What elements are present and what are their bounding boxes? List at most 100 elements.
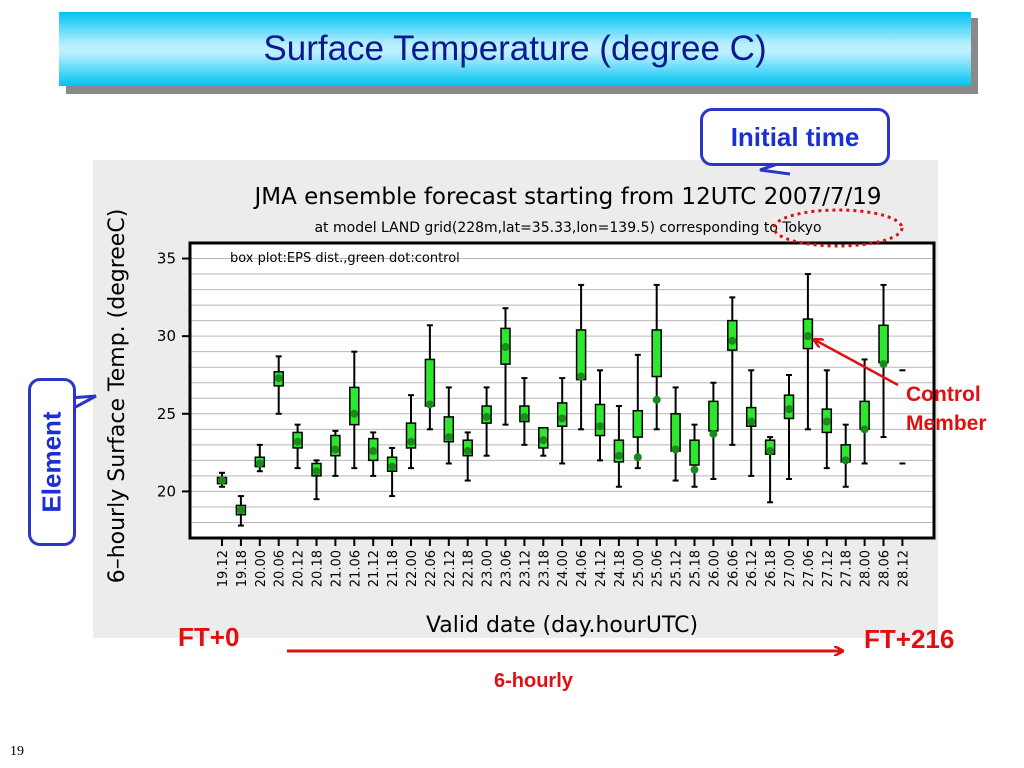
x-tick-label: 26.00 (707, 550, 722, 587)
x-tick-label: 21.12 (367, 550, 382, 587)
x-tick-label: 22.00 (405, 550, 420, 587)
tokyo-highlight-ellipse (772, 208, 904, 248)
x-axis-label: Valid date (day.hourUTC) (426, 613, 698, 638)
ensemble-box (651, 329, 662, 378)
element-label: Element (36, 411, 67, 513)
y-tick-label: 25 (157, 405, 176, 423)
control-dot (879, 360, 888, 369)
x-tick-label: 20.06 (273, 550, 288, 587)
x-tick-label: 19.12 (216, 550, 231, 587)
x-tick-label: 28.00 (859, 550, 874, 587)
ensemble-box (708, 400, 719, 432)
control-dot (539, 436, 548, 445)
control-dot (614, 451, 623, 460)
control-dot (803, 332, 812, 341)
x-tick-label: 25.00 (632, 550, 647, 587)
x-tick-label: 24.18 (613, 550, 628, 587)
ensemble-box (878, 324, 889, 364)
y-axis: 20 25 30 35 (157, 250, 190, 500)
ensemble-box (632, 409, 644, 438)
control-dot (709, 429, 718, 438)
ensemble-box (594, 403, 606, 437)
interval-label: 6-hourly (494, 670, 573, 692)
element-callout-pointer (69, 394, 97, 412)
ensemble-box (575, 329, 587, 381)
initial-time-label: Initial time (730, 121, 860, 152)
control-dot (407, 437, 415, 446)
x-tick-label: 20.00 (254, 550, 269, 587)
slide-title-banner: Surface Temperature (degree C) (59, 12, 971, 86)
control-dot (860, 425, 869, 434)
x-tick-label: 20.18 (311, 550, 326, 587)
control-dot (293, 437, 302, 446)
control-dot (463, 447, 472, 456)
control-dot (728, 336, 737, 345)
control-dot (596, 422, 604, 431)
ensemble-box (443, 416, 455, 443)
x-tick-label: 28.06 (878, 550, 893, 587)
x-tick-label: 27.18 (840, 550, 855, 587)
control-dot (841, 456, 850, 465)
y-tick-label: 20 (157, 482, 176, 500)
x-tick-label: 24.12 (594, 550, 609, 587)
x-tick-label: 21.18 (386, 550, 401, 587)
ft-start-label: FT+0 (178, 622, 240, 652)
x-tick-label: 27.06 (802, 550, 817, 587)
x-tick-label: 23.18 (537, 550, 552, 587)
control-dot (444, 433, 453, 442)
chart-title: JMA ensemble forecast starting from 12UT… (252, 184, 881, 210)
x-tick-label: 26.06 (726, 550, 741, 587)
control-dot (218, 476, 226, 485)
x-tick-label: 22.06 (424, 550, 439, 587)
control-dot (255, 459, 264, 468)
x-tick-label: 25.06 (651, 550, 666, 587)
control-dot (822, 417, 831, 426)
x-tick-label: 24.06 (575, 550, 590, 587)
y-tick-label: 30 (157, 327, 176, 345)
initial-time-callout: Initial time (700, 108, 890, 166)
ensemble-box (613, 439, 625, 463)
ensemble-box (670, 413, 681, 452)
control-dot (747, 417, 756, 426)
ensemble-box (424, 358, 436, 407)
control-dot (671, 445, 680, 454)
x-tick-label: 24.00 (556, 550, 571, 587)
x-tick-label: 27.12 (821, 550, 836, 587)
x-tick-label: 25.12 (670, 550, 685, 587)
ensemble-box (727, 319, 738, 351)
y-tick-label: 35 (157, 250, 176, 268)
control-label-line2: Member (906, 412, 987, 435)
x-tick-label: 23.12 (518, 550, 533, 587)
x-tick-label: 26.12 (745, 550, 760, 587)
ft-end-label: FT+216 (864, 624, 955, 654)
control-dot (236, 506, 245, 515)
control-dot (369, 447, 378, 456)
x-tick-label: 20.12 (292, 550, 307, 587)
control-dot (633, 453, 642, 462)
control-label-line1: Control (906, 383, 981, 406)
y-axis-label: 6–hourly Surface Temp. (degreeC) (105, 209, 130, 584)
ensemble-box (859, 400, 870, 431)
control-dot (785, 405, 793, 414)
control-dot (388, 462, 397, 471)
control-dot (520, 412, 529, 421)
control-dot (274, 374, 283, 383)
control-dot (766, 447, 775, 456)
x-axis: 19.12 19.18 20.00 20.06 20.12 20.18 21.00 21.06… (216, 538, 911, 587)
x-tick-label: 27.00 (783, 550, 798, 587)
x-tick-label: 22.18 (462, 550, 477, 587)
control-dot (501, 343, 510, 352)
control-dot (652, 395, 661, 404)
boxes (216, 273, 906, 527)
ensemble-box (745, 406, 757, 427)
control-member-label: Control Member (906, 380, 987, 438)
slide-title: Surface Temperature (degree C) (263, 29, 767, 68)
ensemble-box (349, 386, 360, 426)
x-tick-label: 28.12 (896, 550, 911, 587)
control-dot (577, 372, 586, 381)
page-number: 19 (10, 744, 24, 759)
control-dot (331, 445, 340, 454)
control-dot (350, 409, 359, 418)
ensemble-box (405, 422, 417, 449)
